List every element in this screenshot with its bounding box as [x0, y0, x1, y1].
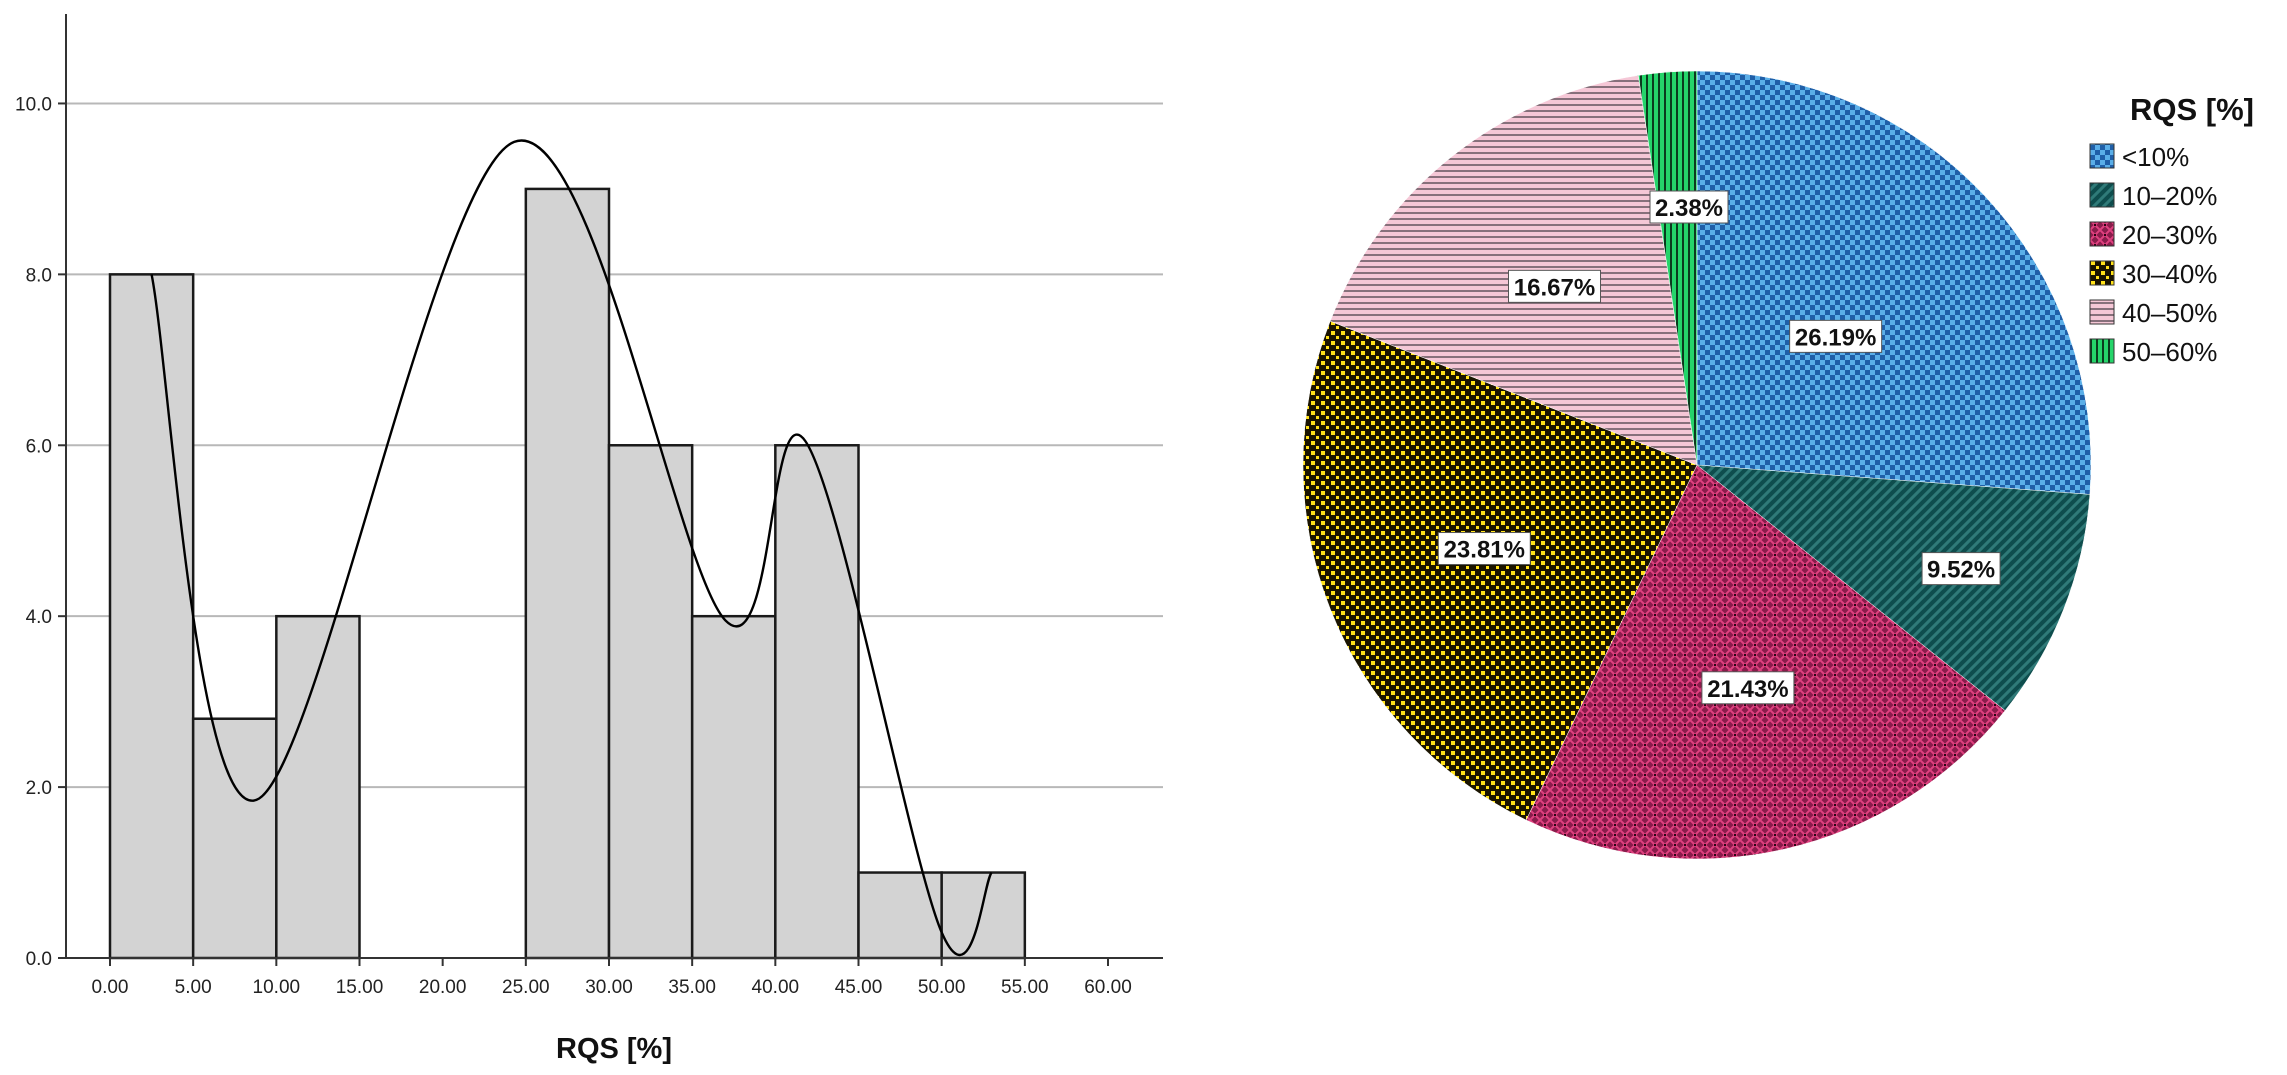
- legend-swatch: [2089, 182, 2115, 208]
- pie-slice-label-text: 23.81%: [1444, 537, 1525, 564]
- histogram-bar: [275, 614, 361, 960]
- x-tick-labels: 0.00 5.00 10.00 15.00 20.00 25.00 30.00 35.00 40…: [92, 958, 1132, 998]
- x-tick-label: 55.00: [1001, 977, 1049, 998]
- y-tick-labels: 0.0 2.0 4.0 6.0 8.0 10.0: [15, 94, 66, 970]
- pie-slice: [1638, 70, 1698, 466]
- histogram-bars: [108, 187, 1027, 960]
- pie-slice-labels: 26.19% 9.52% 21.43% 23.81% 16.67% 2.38%: [1437, 190, 2001, 705]
- x-tick-label: 15.00: [336, 977, 384, 998]
- histogram-bar: [940, 871, 1027, 960]
- x-tick-label: 60.00: [1084, 977, 1132, 998]
- legend-item: 50–60%: [2089, 337, 2217, 367]
- pie-slice-label: 16.67%: [1508, 269, 1602, 303]
- legend-title: RQS [%]: [2130, 92, 2254, 127]
- pie-slice-label-box: [1921, 552, 2001, 586]
- legend-item: 20–30%: [2089, 220, 2217, 250]
- pie-slice-label: 23.81%: [1437, 532, 1531, 566]
- pie-slice: [1302, 320, 1698, 821]
- x-axis-title: RQS [%]: [556, 1033, 672, 1065]
- histogram-bar: [108, 273, 195, 960]
- pie-slice-label-box: [1789, 319, 1883, 353]
- pie-slice-label-box: [1649, 190, 1729, 224]
- legend-label: 50–60%: [2122, 337, 2217, 367]
- x-tick-label: 45.00: [835, 977, 883, 998]
- pie-slice-label-box: [1437, 532, 1531, 566]
- legend-label: 20–30%: [2122, 220, 2217, 250]
- histogram-bar: [191, 717, 278, 960]
- x-tick-label: 0.00: [92, 977, 129, 998]
- legend-label: <10%: [2122, 142, 2189, 172]
- legend-swatch: [2089, 143, 2115, 169]
- x-tick-label: 35.00: [668, 977, 716, 998]
- pie-slice: [1696, 70, 2092, 495]
- x-tick-label: 20.00: [419, 977, 467, 998]
- x-tick-label: 25.00: [502, 977, 550, 998]
- pie-slice-label: 26.19%: [1789, 319, 1883, 353]
- legend-item: <10%: [2089, 142, 2189, 172]
- axes: [65, 14, 1163, 959]
- density-curve: [150, 139, 993, 956]
- legend-label: 30–40%: [2122, 259, 2217, 289]
- histogram-bar: [607, 444, 694, 960]
- legend-items: <10% 10–20% 20–30% 30–40% 40–50% 50–60%: [2089, 142, 2217, 367]
- pie-slice: [1525, 464, 2006, 860]
- y-tick-label: 2.0: [26, 778, 52, 799]
- histogram-chart: 0.0 2.0 4.0 6.0 8.0 10.0 0.00 5.00 10.00 15.00 20…: [15, 14, 1163, 1065]
- x-tick-label: 10.00: [253, 977, 301, 998]
- pie-slice-label-box: [1508, 269, 1602, 303]
- pie-slice-label: 21.43%: [1701, 671, 1795, 705]
- y-tick-label: 10.0: [15, 94, 52, 115]
- pie-slice-label-box: [1701, 671, 1795, 705]
- pie-slice-label-text: 26.19%: [1795, 324, 1876, 351]
- pie-legend: RQS [%] <10% 10–20% 20–30% 30–40% 40–50% 50–6…: [2089, 92, 2254, 367]
- histogram-bar: [524, 187, 611, 960]
- density-curve-line: [150, 139, 993, 956]
- pie-slices: [1302, 70, 2092, 860]
- x-tick-label: 40.00: [752, 977, 800, 998]
- x-tick-label: 30.00: [585, 977, 633, 998]
- pie-chart: 26.19% 9.52% 21.43% 23.81% 16.67% 2.38%: [1302, 70, 2092, 860]
- legend-swatch: [2089, 260, 2115, 286]
- pie-slice-label-text: 16.67%: [1514, 274, 1595, 301]
- histogram-bar: [857, 871, 943, 960]
- legend-item: 30–40%: [2089, 259, 2217, 289]
- legend-item: 40–50%: [2089, 298, 2217, 328]
- y-tick-label: 4.0: [26, 607, 52, 628]
- x-tick-label: 5.00: [175, 977, 212, 998]
- legend-label: 10–20%: [2122, 181, 2217, 211]
- pie-slice: [1696, 464, 2091, 711]
- histogram-bar: [690, 614, 777, 960]
- legend-swatch: [2089, 221, 2115, 247]
- legend-item: 10–20%: [2089, 181, 2217, 211]
- x-tick-label: 50.00: [918, 977, 966, 998]
- pie-slice-label: 2.38%: [1649, 190, 1729, 224]
- pie-slice-label-text: 21.43%: [1707, 676, 1788, 703]
- pie-slice-label-text: 2.38%: [1655, 195, 1723, 222]
- y-tick-label: 0.0: [26, 949, 52, 970]
- pie-slice-label-text: 9.52%: [1927, 557, 1995, 584]
- legend-swatch: [2089, 299, 2115, 325]
- pie-slice-label: 9.52%: [1921, 552, 2001, 586]
- legend-swatch: [2089, 338, 2115, 364]
- y-tick-label: 6.0: [26, 436, 52, 457]
- y-tick-label: 8.0: [26, 265, 52, 286]
- histogram-bar: [774, 444, 860, 960]
- legend-label: 40–50%: [2122, 298, 2217, 328]
